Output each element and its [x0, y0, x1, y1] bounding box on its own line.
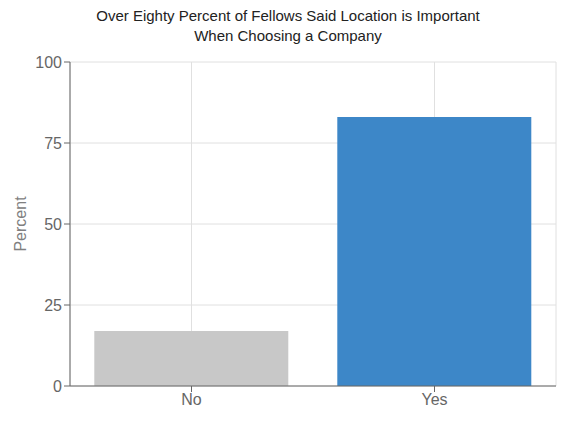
svg-text:0: 0	[53, 378, 62, 395]
svg-text:No: No	[181, 391, 202, 408]
svg-text:Percent: Percent	[12, 196, 29, 252]
html-text:Over Eighty Percent of Fellows: Over Eighty Percent of Fellows Said Loca…	[96, 7, 480, 24]
svg-text:100: 100	[35, 54, 62, 71]
svg-text:50: 50	[44, 216, 62, 233]
svg-text:25: 25	[44, 297, 62, 314]
svg-text:Yes: Yes	[421, 391, 447, 408]
html-text:When Choosing a Company: When Choosing a Company	[194, 27, 382, 44]
svg-text:75: 75	[44, 135, 62, 152]
